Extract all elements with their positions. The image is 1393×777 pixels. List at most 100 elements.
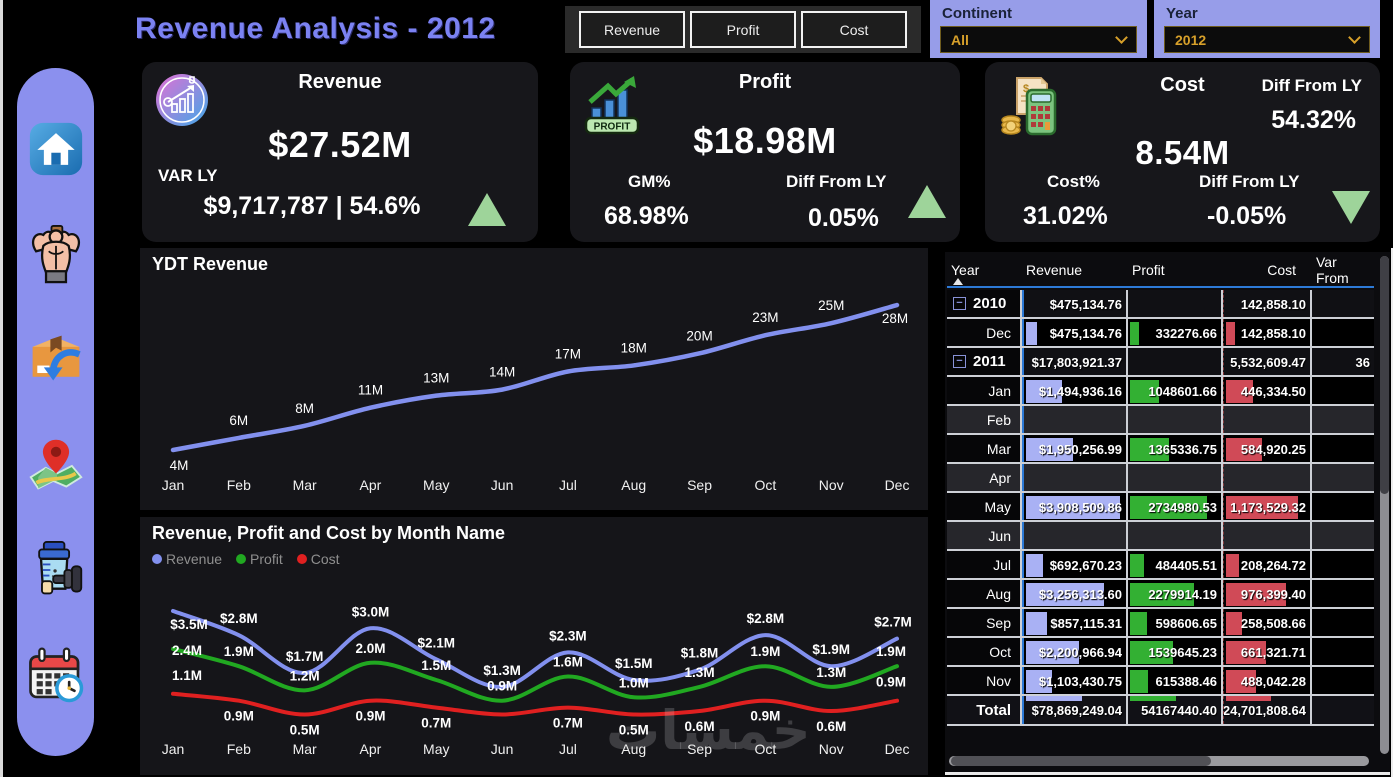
page-right-edge — [1391, 248, 1393, 777]
revenue-data-label: $1.8M — [681, 646, 719, 661]
revenue-nav-button[interactable]: Revenue — [579, 11, 685, 48]
profit-data-label: 0.9M — [487, 679, 517, 694]
table-row[interactable]: Jan $1,494,936.16 1048601.66 446,334.50 — [947, 377, 1374, 406]
ydt-data-label: 23M — [752, 310, 778, 325]
data-bar — [1130, 438, 1169, 461]
bodybuilder-icon[interactable] — [27, 224, 85, 284]
table-row[interactable]: Jun — [947, 522, 1374, 551]
table-row[interactable]: Total $78,869,249.04 54167440.40 24,701,808… — [947, 696, 1374, 726]
revenue-line — [171, 609, 900, 689]
monthly-chart-panel: Revenue, Profit and Cost by Month Name R… — [140, 517, 928, 775]
monthly-chart-title: Revenue, Profit and Cost by Month Name — [152, 523, 506, 543]
data-bar — [1130, 554, 1144, 577]
table-row[interactable]: Dec $475,134.76 332276.66 142,858.10 — [947, 319, 1374, 348]
profit-data-label: 1.9M — [224, 644, 254, 659]
month-label: May — [423, 741, 449, 757]
table-row[interactable]: May $3,908,509.86 2734980.53 1,173,529.32 — [947, 493, 1374, 522]
column-header-var-from[interactable]: Var From — [1316, 254, 1349, 286]
cell-profit: 2734980.53 — [1128, 493, 1221, 520]
continent-dropdown[interactable]: All — [940, 26, 1137, 53]
data-bar — [1226, 380, 1253, 403]
collapse-icon[interactable]: − — [953, 355, 966, 368]
ydt-data-label: 17M — [555, 346, 581, 361]
package-return-icon[interactable] — [27, 330, 85, 388]
ydt-revenue-panel: YDT Revenue 4M 6M 8M 11M 13M 14M 17M 18M 20M 23M 2… — [140, 248, 928, 510]
home-icon[interactable] — [27, 120, 85, 178]
cell-cost: 446,334.50 — [1223, 377, 1310, 404]
cost-data-label: 0.6M — [685, 719, 715, 734]
ydt-month-label: Apr — [360, 477, 382, 493]
row-label: Feb — [947, 406, 1020, 433]
ydt-month-label: Nov — [819, 477, 844, 493]
map-location-icon[interactable] — [27, 436, 85, 494]
revenue-var-label: VAR LY — [158, 166, 218, 185]
revenue-data-label: $2.1M — [418, 635, 456, 650]
row-label: −2011 — [947, 348, 1020, 375]
profit-data-label: 1.3M — [816, 665, 846, 680]
nav-button-bar: Revenue Profit Cost — [565, 6, 921, 53]
data-bar — [1130, 496, 1207, 519]
cell-var — [1312, 290, 1374, 317]
table-row[interactable]: Mar $1,950,256.99 1365336.75 584,920.25 — [947, 435, 1374, 464]
cell-var — [1312, 609, 1374, 636]
year-dropdown[interactable]: 2012 — [1164, 26, 1370, 53]
vertical-scrollbar-thumb[interactable] — [1380, 256, 1389, 494]
column-header-year[interactable]: Year — [951, 262, 980, 278]
trend-up-icon — [908, 185, 946, 218]
month-label: Jun — [491, 741, 514, 757]
table-row[interactable]: Oct $2,200,966.94 1539645.23 661,321.71 — [947, 638, 1374, 667]
profit-nav-button[interactable]: Profit — [690, 11, 796, 48]
table-row[interactable]: Apr — [947, 464, 1374, 493]
cost-diff-top-value: 54.32% — [1271, 106, 1356, 134]
data-bar — [1026, 641, 1079, 664]
cost-data-label: 0.5M — [290, 723, 320, 738]
legend-item-cost[interactable]: Cost — [296, 551, 340, 567]
kpi-card-profit: Profit PROFIT $18.98M GM% 68.98% Diff Fr… — [570, 62, 960, 242]
month-label: Mar — [293, 741, 317, 757]
vertical-scrollbar[interactable] — [1380, 256, 1389, 754]
ydt-month-label: Jan — [162, 477, 185, 493]
table-row[interactable]: Nov $1,103,430.75 615388.46 488,042.28 — [947, 667, 1374, 696]
cell-profit — [1128, 348, 1221, 375]
data-bar — [1026, 438, 1073, 461]
cell-var — [1312, 493, 1374, 520]
column-header-profit[interactable]: Profit — [1132, 262, 1165, 278]
horizontal-scrollbar[interactable] — [949, 756, 1369, 766]
table-row[interactable]: Sep $857,115.31 598606.65 258,508.66 — [947, 609, 1374, 638]
data-bar — [1026, 583, 1104, 606]
legend-item-profit[interactable]: Profit — [236, 551, 283, 567]
year-slicer-label: Year — [1166, 5, 1198, 22]
month-label: Jan — [162, 741, 185, 757]
cell-cost — [1223, 464, 1310, 491]
ydt-revenue-chart: 4M 6M 8M 11M 13M 14M 17M 18M 20M 23M 25M 28M Jan Feb M… — [162, 298, 910, 493]
table-bottom-edge — [945, 772, 1390, 775]
data-bar — [1226, 641, 1266, 664]
legend-item-revenue[interactable]: Revenue — [152, 551, 222, 567]
cost-pct-value: 31.02% — [1023, 202, 1108, 230]
table-row[interactable]: −2010 $475,134.76 142,858.10 — [947, 290, 1374, 319]
data-bar — [1130, 670, 1148, 693]
column-header-revenue[interactable]: Revenue — [1026, 262, 1083, 278]
column-header-cost[interactable]: Cost — [1267, 262, 1296, 278]
cell-profit: 484405.51 — [1128, 551, 1221, 578]
data-bar — [1226, 670, 1256, 693]
horizontal-scrollbar-thumb[interactable] — [951, 756, 1212, 766]
data-bar — [1226, 612, 1242, 635]
table-row[interactable]: Aug $3,256,313.60 2279914.19 976,399.40 — [947, 580, 1374, 609]
profit-data-label: 2.0M — [355, 641, 385, 656]
cost-diff-top-label: Diff From LY — [1261, 76, 1362, 95]
row-label: Aug — [947, 580, 1020, 607]
data-bar — [1226, 554, 1239, 577]
table-row[interactable]: Feb — [947, 406, 1374, 435]
table-row[interactable]: −2011 $17,803,921.37 5,532,609.47 36 — [947, 348, 1374, 377]
data-bar — [1130, 641, 1173, 664]
data-bar — [1226, 496, 1298, 519]
cell-cost: 142,858.10 — [1223, 290, 1310, 317]
sort-ascending-icon[interactable] — [953, 278, 963, 285]
gym-shaker-dumbbell-icon[interactable] — [27, 540, 85, 599]
table-row[interactable]: Jul $692,670.23 484405.51 208,264.72 — [947, 551, 1374, 580]
data-bar — [1130, 322, 1139, 345]
collapse-icon[interactable]: − — [953, 297, 966, 310]
calendar-clock-icon[interactable] — [27, 646, 85, 704]
cost-nav-button[interactable]: Cost — [801, 11, 907, 48]
